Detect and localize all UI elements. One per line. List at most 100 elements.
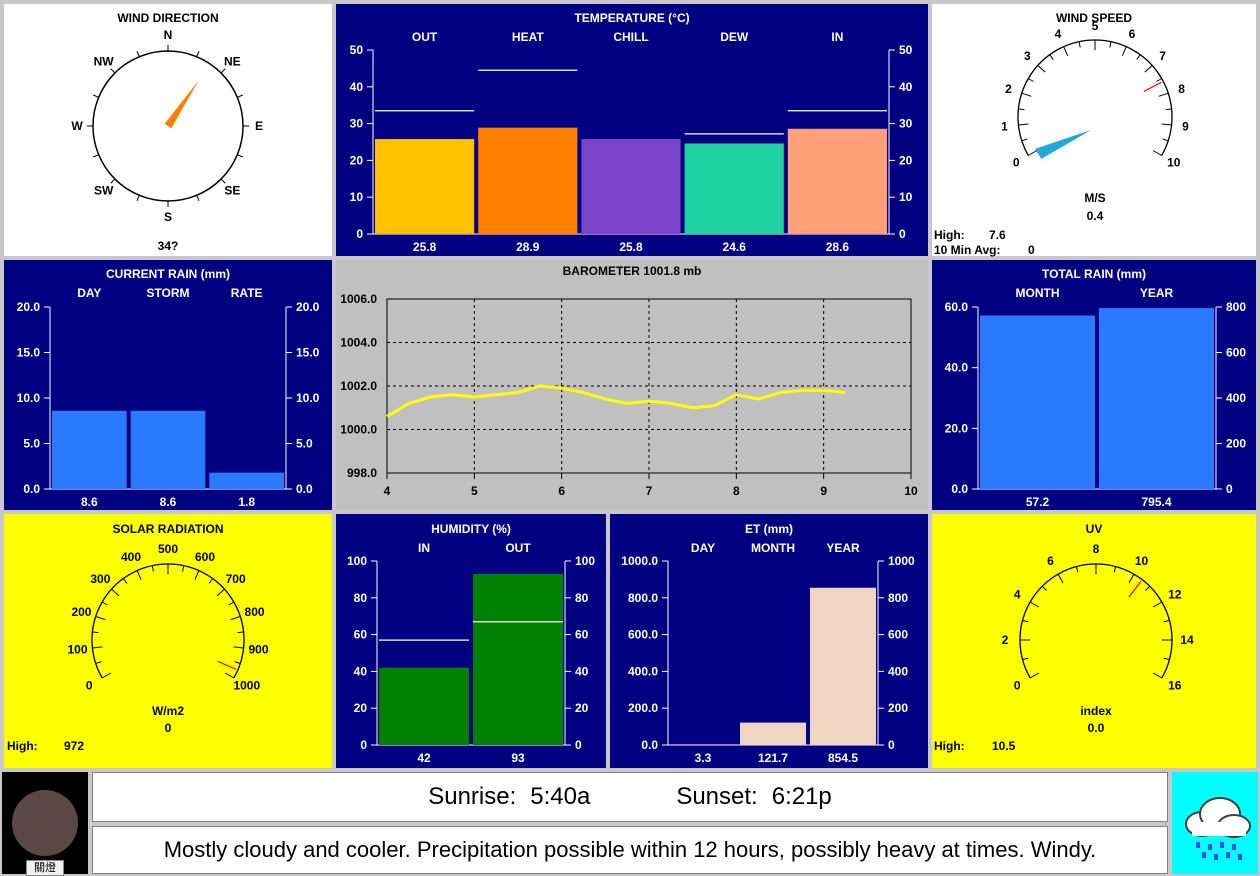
wind-speed-tick-label: 3 bbox=[1024, 49, 1031, 63]
wind-speed-high-value: 7.6 bbox=[989, 228, 1006, 242]
wind-speed-tick bbox=[1078, 41, 1081, 48]
solar-tick bbox=[182, 565, 185, 572]
humidity-tick-label-left: 60 bbox=[354, 628, 368, 642]
wind-speed-tick bbox=[1161, 123, 1172, 126]
solar-unit: W/m2 bbox=[152, 704, 184, 718]
solar-tick bbox=[136, 570, 142, 580]
humidity-tick-label-left: 100 bbox=[347, 554, 367, 568]
compass-tick bbox=[136, 195, 140, 202]
compass-label-n: N bbox=[164, 28, 173, 42]
compass-label-nw: NW bbox=[94, 55, 115, 69]
uv-high-label: High: bbox=[934, 739, 965, 753]
wind-speed-tick bbox=[1165, 108, 1172, 111]
solar-tick-label: 100 bbox=[67, 643, 87, 657]
uv-tick-label: 12 bbox=[1168, 588, 1182, 602]
compass-label-ne: NE bbox=[224, 55, 241, 69]
compass-tick bbox=[92, 154, 99, 158]
et-tick-label-right: 200 bbox=[888, 701, 908, 715]
solar-tick bbox=[194, 570, 200, 580]
barometer-line bbox=[386, 384, 846, 418]
temperature-col-label-out: OUT bbox=[412, 30, 438, 44]
total-rain-tick-label-right: 600 bbox=[1226, 346, 1246, 360]
current-rain-col-label-day: DAY bbox=[77, 286, 101, 300]
wind-speed-high-label: High: bbox=[934, 228, 965, 242]
total-rain-title: TOTAL RAIN (mm) bbox=[1042, 267, 1146, 281]
compass-tick bbox=[110, 178, 116, 184]
humidity-tick-label-right: 40 bbox=[575, 664, 589, 678]
uv-tick-label: 14 bbox=[1180, 633, 1194, 647]
current-rain-tick-label-right: 10.0 bbox=[296, 391, 320, 405]
forecast-panel: Mostly cloudy and cooler. Precipitation … bbox=[92, 826, 1168, 874]
solar-tick bbox=[101, 601, 108, 606]
uv-tick bbox=[1029, 672, 1040, 679]
temperature-tick-label-left: 20 bbox=[350, 153, 364, 167]
barometer-x-tick: 4 bbox=[384, 484, 391, 498]
uv-tick bbox=[1075, 566, 1079, 573]
solar-tick bbox=[95, 616, 106, 621]
uv-tick-label: 6 bbox=[1047, 554, 1054, 568]
current-rain-tick-label-right: 20.0 bbox=[296, 300, 320, 314]
solar-tick-label: 900 bbox=[248, 643, 268, 657]
solar-gauge: SOLAR RADIATION 0 100 200 300 400 500 600 700 800… bbox=[7, 522, 269, 753]
solar-tick bbox=[122, 578, 128, 584]
moon-panel: 關燈 bbox=[2, 772, 88, 876]
uv-title: UV bbox=[1086, 522, 1103, 536]
humidity-tick-label-right: 100 bbox=[575, 554, 595, 568]
temperature-tick-label-left: 30 bbox=[350, 117, 364, 131]
et-chart: ET (mm) 0.0 200.0 400.0 600.0 800.0 1000.0 0 200… bbox=[621, 522, 915, 765]
uv-unit: index bbox=[1080, 704, 1112, 718]
total-rain-chart: TOTAL RAIN (mm) 0.0 20.0 40.0 60.0 0 200 400 600… bbox=[945, 267, 1247, 509]
compass-tick bbox=[237, 154, 244, 158]
wind-speed-tick bbox=[1018, 108, 1025, 111]
current-rain-bar-day bbox=[52, 410, 127, 489]
uv-high-marker bbox=[1128, 580, 1142, 598]
wind-speed-tick bbox=[1121, 46, 1127, 56]
wind-direction-needle bbox=[164, 80, 199, 129]
temperature-panel: TEMPERATURE (°C) 0 10 20 30 40 50 0 10 20 30 40 50 OU… bbox=[336, 4, 928, 256]
barometer-y-tick: 1000.0 bbox=[340, 423, 377, 437]
uv-tick bbox=[1152, 672, 1163, 679]
humidity-col-label-out: OUT bbox=[505, 541, 531, 555]
wind-speed-tick bbox=[1152, 150, 1162, 156]
wind-speed-tick-label: 4 bbox=[1055, 27, 1062, 41]
wind-speed-tick bbox=[1109, 41, 1112, 48]
temperature-tick-label-left: 40 bbox=[350, 80, 364, 94]
solar-tick bbox=[233, 646, 244, 649]
uv-high-value: 10.5 bbox=[992, 739, 1016, 753]
solar-tick bbox=[95, 661, 102, 664]
total-rain-value-month: 57.2 bbox=[1026, 495, 1050, 509]
wind-direction-value: 34? bbox=[158, 239, 179, 253]
barometer-panel: BAROMETER 1001.8 mb 998.0 1000.0 1002.0 1004… bbox=[336, 260, 928, 510]
et-tick-label-left: 400.0 bbox=[628, 664, 658, 678]
wind-speed-tick bbox=[1144, 65, 1153, 73]
current-rain-panel: CURRENT RAIN (mm) 0.0 5.0 10.0 15.0 20.0 0.0 5.… bbox=[4, 260, 332, 510]
temperature-chart: TEMPERATURE (°C) 0 10 20 30 40 50 0 10 20 30 40 50 OU… bbox=[350, 11, 913, 254]
temperature-value-in: 28.6 bbox=[826, 240, 850, 254]
solar-tick bbox=[92, 631, 99, 634]
barometer-y-tick: 1004.0 bbox=[340, 336, 377, 350]
uv-tick bbox=[1022, 619, 1029, 623]
cloud-rain-icon bbox=[1185, 797, 1251, 860]
total-rain-col-label-month: MONTH bbox=[1016, 286, 1060, 300]
current-rain-tick-label-left: 5.0 bbox=[23, 437, 40, 451]
wind-speed-tick bbox=[1018, 123, 1029, 126]
solar-tick bbox=[111, 588, 120, 597]
solar-tick-label: 800 bbox=[245, 605, 265, 619]
humidity-value-out: 93 bbox=[511, 751, 525, 765]
temperature-tick-label-right: 40 bbox=[899, 80, 913, 94]
uv-tick bbox=[1022, 657, 1029, 661]
current-rain-col-label-rate: RATE bbox=[231, 286, 263, 300]
wind-speed-tick bbox=[1158, 92, 1169, 97]
compass-tick bbox=[196, 195, 200, 202]
et-tick-label-left: 600.0 bbox=[628, 628, 658, 642]
solar-tick bbox=[151, 565, 154, 572]
humidity-tick-label-right: 60 bbox=[575, 628, 589, 642]
wind-speed-tick-label: 10 bbox=[1167, 156, 1181, 170]
solar-tick-label: 400 bbox=[121, 550, 141, 564]
wind-speed-tick-label: 0 bbox=[1013, 156, 1020, 170]
forecast-text: Mostly cloudy and cooler. Precipitation … bbox=[163, 837, 1097, 862]
wind-speed-arc bbox=[1017, 39, 1173, 156]
compass-label-sw: SW bbox=[94, 183, 114, 197]
humidity-tick-label-left: 40 bbox=[354, 664, 368, 678]
temperature-col-label-in: IN bbox=[831, 30, 843, 44]
